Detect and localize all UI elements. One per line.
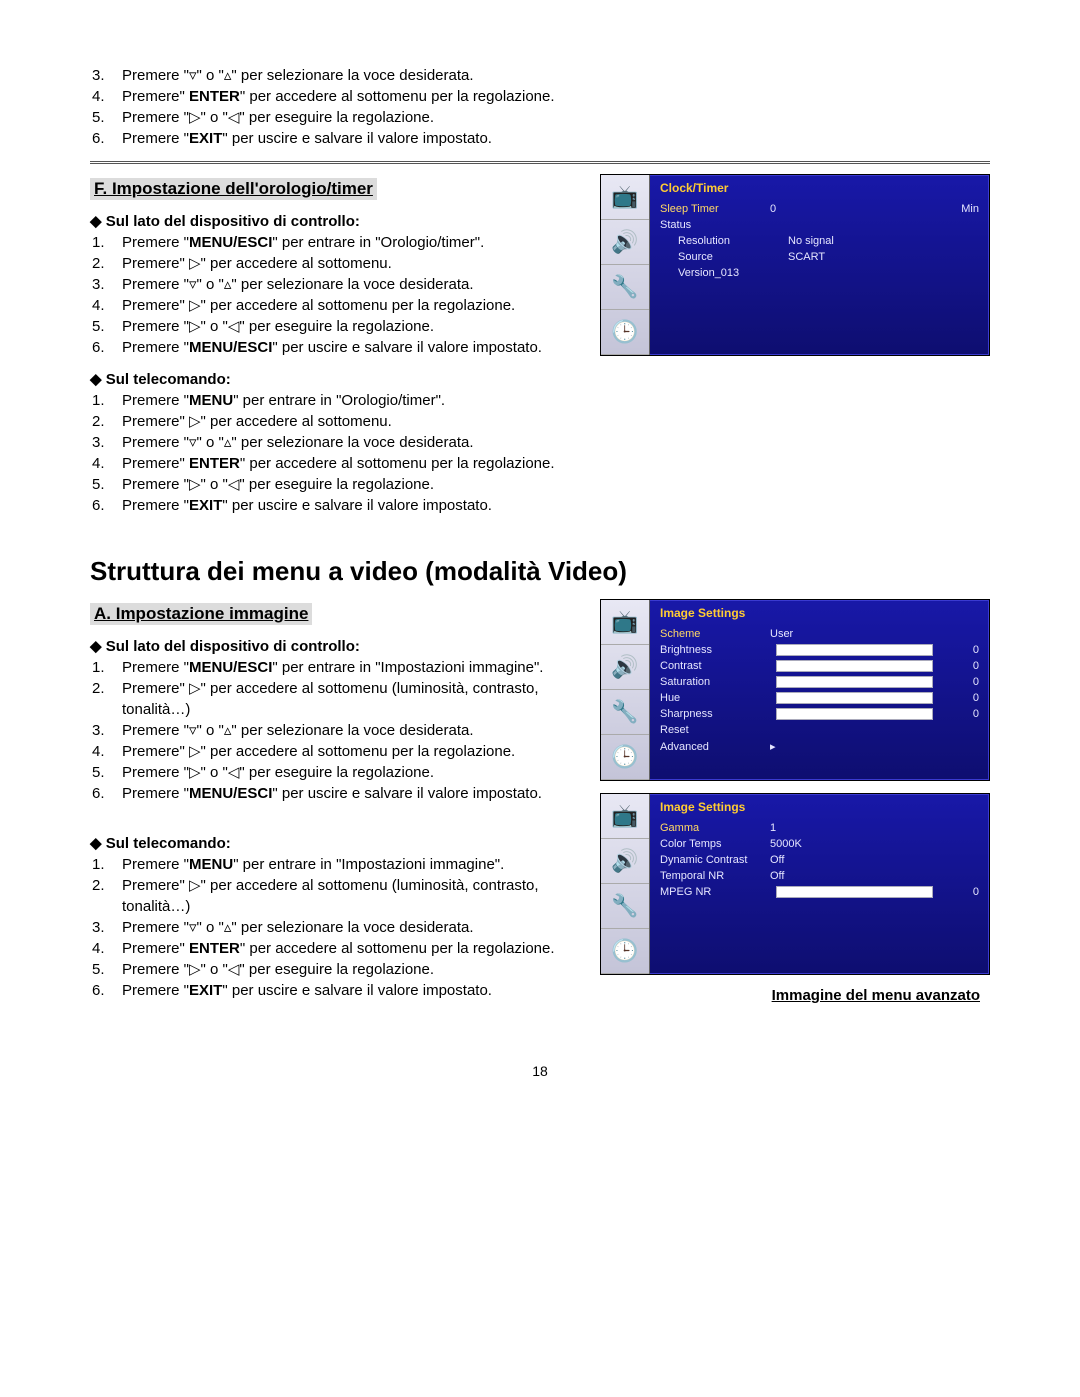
osd-sidebar-icon: 🕒 bbox=[601, 929, 649, 974]
osd-sidebar-icon: 📺 bbox=[601, 794, 649, 839]
list-item: 3.Premere "▿" o "▵" per selezionare la v… bbox=[90, 65, 990, 86]
osd-sidebar-icon: 🔧 bbox=[601, 884, 649, 929]
list-item: 3.Premere "▿" o "▵" per selezionare la v… bbox=[90, 274, 584, 295]
list-item: 6.Premere "MENU/ESCI" per uscire e salva… bbox=[90, 783, 584, 804]
osd-clock-timer: 📺🔊🔧🕒 Clock/Timer Sleep Timer0Min Status Reso… bbox=[600, 174, 990, 356]
list-item: 4.Premere" ENTER" per accedere al sottom… bbox=[90, 938, 584, 959]
list-item: 3.Premere "▿" o "▵" per selezionare la v… bbox=[90, 720, 584, 741]
osd-row: Temporal NROff bbox=[660, 870, 979, 882]
osd-image-settings-advanced: 📺🔊🔧🕒 Image Settings Gamma1 Color Temps5000K… bbox=[600, 793, 990, 975]
osd-sidebar-icon: 📺 bbox=[601, 175, 649, 220]
list-item: 6.Premere "EXIT" per uscire e salvare il… bbox=[90, 980, 584, 1001]
section-f-list1: 1.Premere "MENU/ESCI" per entrare in "Or… bbox=[90, 232, 584, 358]
osd-row: Gamma1 bbox=[660, 822, 979, 834]
list-item: 1.Premere "MENU/ESCI" per entrare in "Im… bbox=[90, 657, 584, 678]
osd-row: Advanced▸ bbox=[660, 740, 979, 753]
list-item: 5.Premere "▷" o "◁" per eseguire la rego… bbox=[90, 474, 584, 495]
osd-sidebar-icon: 🕒 bbox=[601, 735, 649, 780]
osd-caption: Immagine del menu avanzato bbox=[600, 987, 990, 1004]
osd-title: Clock/Timer bbox=[660, 181, 979, 195]
osd-row: MPEG NR0 bbox=[660, 886, 979, 898]
intro-list: 3.Premere "▿" o "▵" per selezionare la v… bbox=[90, 65, 990, 149]
osd-row: Brightness0 bbox=[660, 644, 979, 656]
list-item: 5.Premere "▷" o "◁" per eseguire la rego… bbox=[90, 762, 584, 783]
section-f-list2: 1.Premere "MENU" per entrare in "Orologi… bbox=[90, 390, 584, 516]
osd-row: SchemeUser bbox=[660, 628, 979, 640]
osd-row: Version_013 bbox=[660, 267, 979, 279]
list-item: 4.Premere" ▷" per accedere al sottomenu … bbox=[90, 295, 584, 316]
list-item: 1.Premere "MENU/ESCI" per entrare in "Or… bbox=[90, 232, 584, 253]
section-a-sub2: Sul telecomando: bbox=[90, 834, 584, 852]
list-item: 3.Premere "▿" o "▵" per selezionare la v… bbox=[90, 432, 584, 453]
list-item: 6.Premere "EXIT" per uscire e salvare il… bbox=[90, 495, 584, 516]
section-a-list2: 1.Premere "MENU" per entrare in "Imposta… bbox=[90, 854, 584, 1001]
list-item: 2.Premere" ▷" per accedere al sottomenu. bbox=[90, 411, 584, 432]
list-item: 4.Premere" ENTER" per accedere al sottom… bbox=[90, 453, 584, 474]
osd-sidebar-icon: 📺 bbox=[601, 600, 649, 645]
section-f-sub2: Sul telecomando: bbox=[90, 370, 584, 388]
section-a-title: A. Impostazione immagine bbox=[90, 603, 312, 625]
section-a-sub1: Sul lato del dispositivo di controllo: bbox=[90, 637, 584, 655]
list-item: 5.Premere "▷" o "◁" per eseguire la rego… bbox=[90, 107, 990, 128]
osd-sidebar-icon: 🔧 bbox=[601, 690, 649, 735]
osd-row: Color Temps5000K bbox=[660, 838, 979, 850]
list-item: 5.Premere "▷" o "◁" per eseguire la rego… bbox=[90, 959, 584, 980]
list-item: 3.Premere "▿" o "▵" per selezionare la v… bbox=[90, 917, 584, 938]
section-a-list1: 1.Premere "MENU/ESCI" per entrare in "Im… bbox=[90, 657, 584, 804]
list-item: 6.Premere "EXIT" per uscire e salvare il… bbox=[90, 128, 990, 149]
osd-title: Image Settings bbox=[660, 606, 979, 620]
list-item: 5.Premere "▷" o "◁" per eseguire la rego… bbox=[90, 316, 584, 337]
osd-row: Saturation0 bbox=[660, 676, 979, 688]
osd-row: ResolutionNo signal bbox=[660, 235, 979, 247]
section-f-title: F. Impostazione dell'orologio/timer bbox=[90, 178, 377, 200]
list-item: 2.Premere" ▷" per accedere al sottomenu … bbox=[90, 875, 584, 917]
list-item: 1.Premere "MENU" per entrare in "Orologi… bbox=[90, 390, 584, 411]
osd-sidebar-icon: 🔧 bbox=[601, 265, 649, 310]
osd-row: Reset bbox=[660, 724, 979, 736]
osd-sidebar-icon: 🔊 bbox=[601, 645, 649, 690]
list-item: 2.Premere" ▷" per accedere al sottomenu … bbox=[90, 678, 584, 720]
osd-image-settings: 📺🔊🔧🕒 Image Settings SchemeUser Brightness0 C… bbox=[600, 599, 990, 781]
osd-sidebar-icon: 🔊 bbox=[601, 839, 649, 884]
list-item: 1.Premere "MENU" per entrare in "Imposta… bbox=[90, 854, 584, 875]
list-item: 4.Premere" ENTER" per accedere al sottom… bbox=[90, 86, 990, 107]
osd-sidebar-icon: 🕒 bbox=[601, 310, 649, 355]
divider bbox=[90, 161, 990, 164]
osd-sidebar-icon: 🔊 bbox=[601, 220, 649, 265]
list-item: 2.Premere" ▷" per accedere al sottomenu. bbox=[90, 253, 584, 274]
osd-row: Status bbox=[660, 219, 979, 231]
section-f-sub1: Sul lato del dispositivo di controllo: bbox=[90, 212, 584, 230]
main-heading: Struttura dei menu a video (modalità Vid… bbox=[90, 556, 990, 587]
osd-row: Sleep Timer0Min bbox=[660, 203, 979, 215]
osd-row: Hue0 bbox=[660, 692, 979, 704]
osd-row: Dynamic ContrastOff bbox=[660, 854, 979, 866]
osd-title: Image Settings bbox=[660, 800, 979, 814]
osd-row: Contrast0 bbox=[660, 660, 979, 672]
osd-row: Sharpness0 bbox=[660, 708, 979, 720]
list-item: 6.Premere "MENU/ESCI" per uscire e salva… bbox=[90, 337, 584, 358]
osd-row: SourceSCART bbox=[660, 251, 979, 263]
list-item: 4.Premere" ▷" per accedere al sottomenu … bbox=[90, 741, 584, 762]
page-number: 18 bbox=[90, 1063, 990, 1079]
